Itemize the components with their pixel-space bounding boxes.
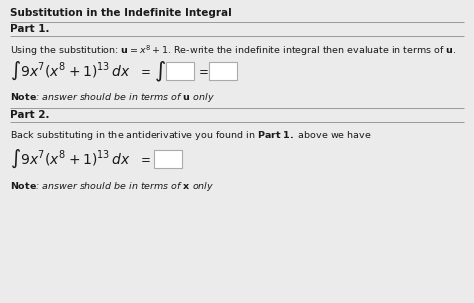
Text: $\mathbf{Note}$: answer should be in terms of $\mathbf{u}$ only: $\mathbf{Note}$: answer should be in ter… <box>10 91 215 104</box>
Text: Substitution in the Indefinite Integral: Substitution in the Indefinite Integral <box>10 8 232 18</box>
FancyBboxPatch shape <box>166 62 194 80</box>
Text: $=$: $=$ <box>138 152 151 165</box>
Text: $\int 9x^7(x^8+1)^{13}\,dx$: $\int 9x^7(x^8+1)^{13}\,dx$ <box>10 60 131 82</box>
Text: $\int 9x^7(x^8+1)^{13}\,dx$: $\int 9x^7(x^8+1)^{13}\,dx$ <box>10 148 131 170</box>
FancyBboxPatch shape <box>209 62 237 80</box>
Text: $\int$: $\int$ <box>154 60 166 84</box>
FancyBboxPatch shape <box>154 150 182 168</box>
Text: Back substituting in the antiderivative you found in $\mathbf{Part\ 1.}$ above w: Back substituting in the antiderivative … <box>10 129 372 142</box>
Text: Part 1.: Part 1. <box>10 24 49 34</box>
Text: $\mathbf{Note}$: answer should be in terms of $\mathbf{x}$ only: $\mathbf{Note}$: answer should be in ter… <box>10 180 214 193</box>
Text: $=$: $=$ <box>138 64 151 77</box>
Text: Part 2.: Part 2. <box>10 110 49 120</box>
Text: $=$: $=$ <box>196 64 209 77</box>
Text: Using the substitution: $\mathbf{u} = \mathit{x}^8 + 1$. Re-write the indefinite: Using the substitution: $\mathbf{u} = \m… <box>10 43 456 58</box>
